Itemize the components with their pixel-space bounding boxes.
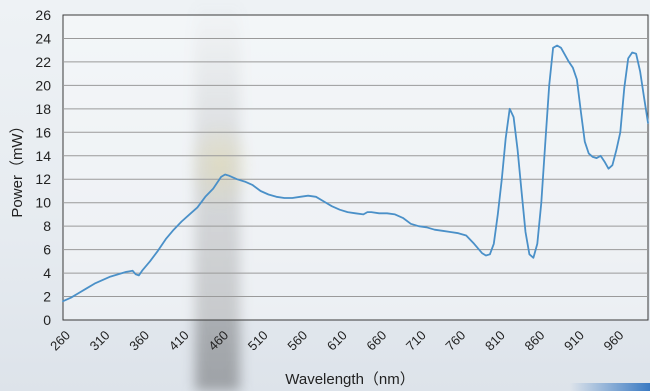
x-tick-label: 360 <box>126 328 152 354</box>
y-tick-label: 26 <box>35 7 51 23</box>
plot-border <box>62 14 649 321</box>
x-tick-label: 960 <box>601 328 627 354</box>
y-tick-label: 14 <box>35 148 51 164</box>
x-tick-label: 810 <box>482 328 508 354</box>
y-tick-label: 20 <box>35 77 51 93</box>
y-tick-label: 12 <box>35 171 51 187</box>
series-line <box>62 44 649 303</box>
x-tick-label: 660 <box>363 328 389 354</box>
background-light-spot <box>185 120 255 210</box>
y-tick-label: 24 <box>35 30 51 46</box>
x-axis-tick-labels: 260 310 360 410 460 510 560 610 660 710 760 810 860 9… <box>47 328 626 354</box>
x-tick-label: 510 <box>245 328 271 354</box>
x-tick-label: 260 <box>47 328 73 354</box>
y-axis-label: Power（mW） <box>9 118 26 217</box>
x-tick-label: 860 <box>521 328 547 354</box>
y-tick-label: 8 <box>43 218 51 234</box>
plot-area <box>62 14 649 321</box>
series-layer <box>62 44 649 303</box>
y-tick-label: 22 <box>35 54 51 70</box>
y-tick-label: 10 <box>35 195 51 211</box>
y-tick-label: 18 <box>35 101 51 117</box>
x-tick-label: 610 <box>324 328 350 354</box>
x-tick-label: 310 <box>87 328 113 354</box>
corner-accent-stripe <box>570 383 650 391</box>
x-tick-label: 710 <box>403 328 429 354</box>
y-tick-label: 2 <box>43 289 51 305</box>
x-tick-label: 460 <box>205 328 231 354</box>
grid-lines <box>63 37 648 298</box>
y-tick-label: 6 <box>43 242 51 258</box>
x-tick-label: 760 <box>442 328 468 354</box>
background-blur-overlay <box>195 0 240 391</box>
y-tick-label: 0 <box>43 312 51 328</box>
x-tick-label: 560 <box>284 328 310 354</box>
x-tick-label: 410 <box>166 328 192 354</box>
x-axis-label: Wavelength（nm） <box>285 371 415 388</box>
x-tick-label: 910 <box>561 328 587 354</box>
y-tick-label: 4 <box>43 265 51 281</box>
y-tick-label: 16 <box>35 124 51 140</box>
